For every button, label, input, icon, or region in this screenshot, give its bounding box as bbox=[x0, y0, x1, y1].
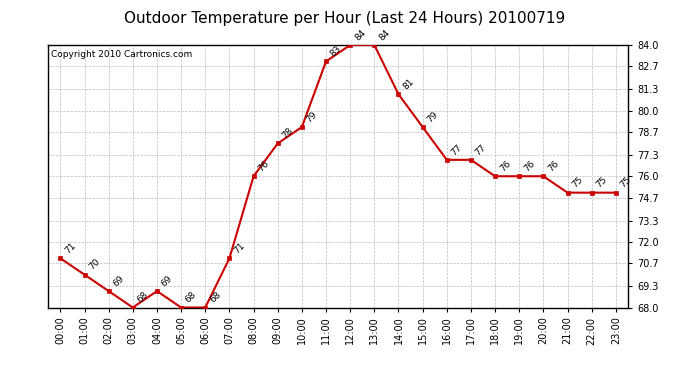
Text: 77: 77 bbox=[474, 142, 489, 157]
Text: 84: 84 bbox=[377, 28, 391, 42]
Text: 77: 77 bbox=[450, 142, 464, 157]
Text: Outdoor Temperature per Hour (Last 24 Hours) 20100719: Outdoor Temperature per Hour (Last 24 Ho… bbox=[124, 11, 566, 26]
Text: 76: 76 bbox=[522, 159, 537, 174]
Text: 68: 68 bbox=[208, 290, 223, 305]
Text: 70: 70 bbox=[88, 257, 102, 272]
Text: Copyright 2010 Cartronics.com: Copyright 2010 Cartronics.com bbox=[51, 50, 193, 59]
Text: 79: 79 bbox=[305, 110, 319, 124]
Text: 84: 84 bbox=[353, 28, 367, 42]
Text: 75: 75 bbox=[619, 176, 633, 190]
Text: 79: 79 bbox=[426, 110, 440, 124]
Text: 75: 75 bbox=[571, 176, 585, 190]
Text: 68: 68 bbox=[184, 290, 199, 305]
Text: 81: 81 bbox=[402, 77, 416, 92]
Text: 75: 75 bbox=[595, 176, 609, 190]
Text: 71: 71 bbox=[63, 241, 78, 255]
Text: 68: 68 bbox=[136, 290, 150, 305]
Text: 69: 69 bbox=[112, 274, 126, 288]
Text: 69: 69 bbox=[160, 274, 175, 288]
Text: 78: 78 bbox=[281, 126, 295, 141]
Text: 83: 83 bbox=[329, 44, 344, 58]
Text: 71: 71 bbox=[233, 241, 247, 255]
Text: 76: 76 bbox=[257, 159, 271, 174]
Text: 76: 76 bbox=[546, 159, 561, 174]
Text: 76: 76 bbox=[498, 159, 513, 174]
